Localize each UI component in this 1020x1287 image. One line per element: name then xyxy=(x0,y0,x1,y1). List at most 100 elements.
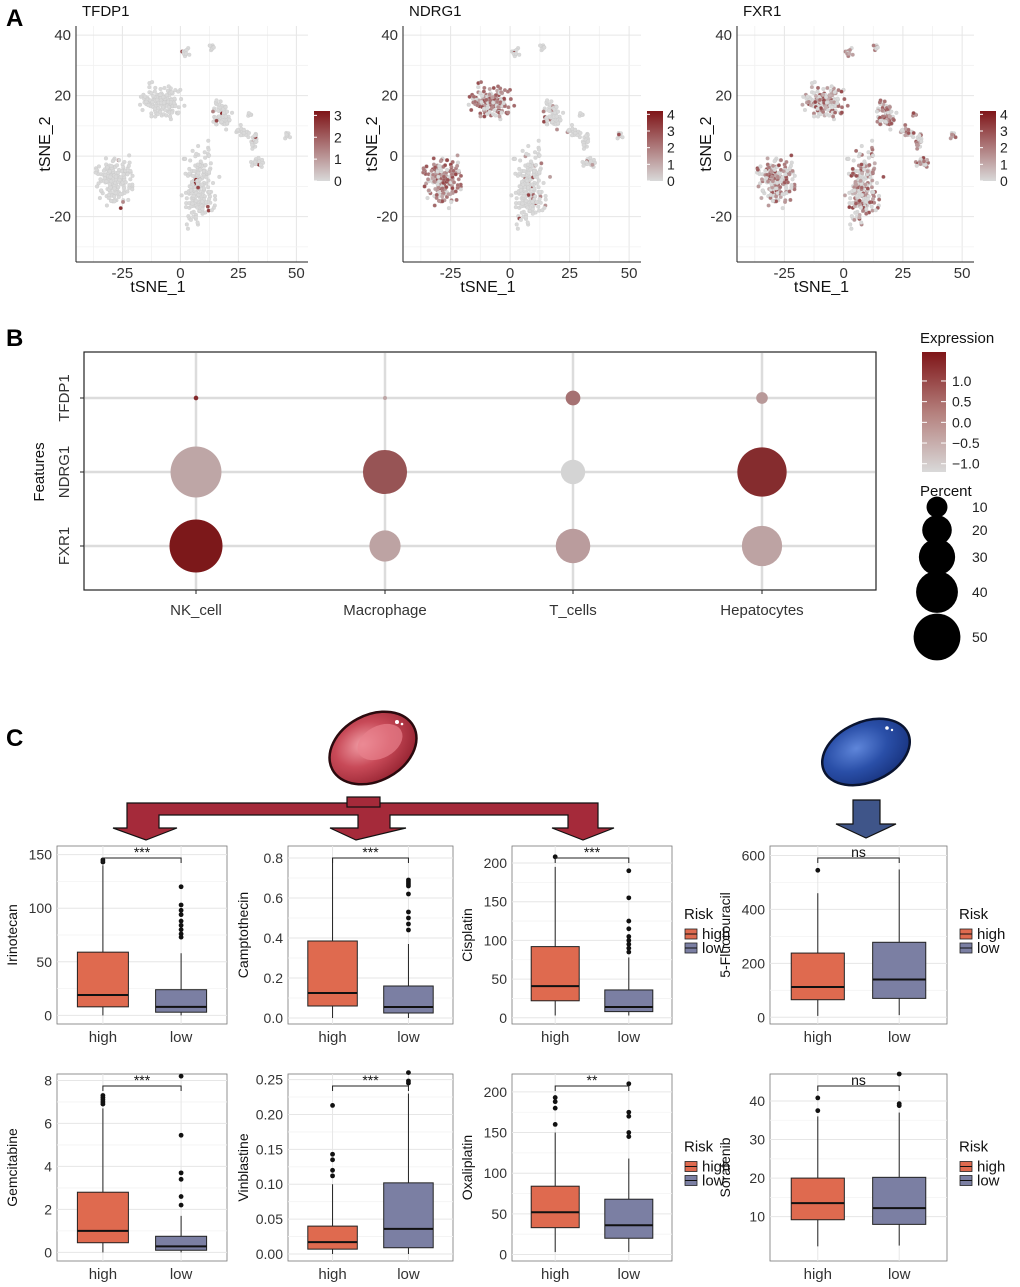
outlier-point xyxy=(626,1113,632,1119)
tsne-point xyxy=(211,45,216,50)
tsne-point xyxy=(206,185,211,190)
tsne-point xyxy=(881,174,886,179)
tsne-point xyxy=(854,173,859,178)
tsne-point xyxy=(196,171,201,176)
tsne-point xyxy=(524,198,529,203)
colorbar xyxy=(922,352,946,472)
outlier-point xyxy=(178,1170,184,1176)
tsne-point xyxy=(130,173,135,178)
tsne-point xyxy=(809,85,814,90)
tsne-point xyxy=(125,172,130,177)
size-legend-dot-10 xyxy=(926,496,948,518)
tsne-point xyxy=(444,185,449,190)
tsne-point xyxy=(870,153,875,158)
box-high xyxy=(76,1191,129,1244)
x-tick-label: low xyxy=(888,1266,911,1283)
tsne-point xyxy=(126,197,131,202)
tsne-point xyxy=(812,80,817,85)
tsne-point xyxy=(456,177,461,182)
tsne-point xyxy=(858,178,863,183)
significance-label: *** xyxy=(584,844,601,860)
tsne-point xyxy=(158,87,163,92)
tsne-point xyxy=(497,114,502,119)
y-tick-label: 100 xyxy=(484,932,508,948)
tsne-point xyxy=(451,168,456,173)
tsne-point xyxy=(473,99,478,104)
tsne-point xyxy=(520,201,525,206)
outlier-point xyxy=(406,915,411,921)
tsne-point xyxy=(205,204,210,209)
outlier-point xyxy=(552,1122,558,1127)
dot-ndrg1-nk_cell xyxy=(170,446,222,498)
box-high xyxy=(790,952,845,1001)
red-arrow-shape xyxy=(112,802,615,841)
tsne-point xyxy=(455,183,460,188)
legend-title: Percent xyxy=(920,483,973,500)
tsne-point xyxy=(526,162,531,167)
tsne-point xyxy=(789,183,794,188)
tsne-point xyxy=(155,112,160,117)
tsne-point xyxy=(456,168,461,173)
tsne-point xyxy=(505,89,510,94)
tsne-point xyxy=(116,185,121,190)
tsne-point xyxy=(883,119,888,124)
x-tick-label: high xyxy=(318,1266,346,1283)
tsne-point xyxy=(584,133,589,138)
tsne-point xyxy=(99,188,104,193)
tsne-point xyxy=(501,101,506,106)
tsne-point xyxy=(118,206,123,211)
tsne-point xyxy=(453,172,458,177)
box-low xyxy=(872,941,927,999)
tsne-point xyxy=(189,210,194,215)
tsne-point xyxy=(206,170,211,175)
dot-tfdp1-nk_cell xyxy=(193,395,199,401)
tsne-point xyxy=(759,177,764,182)
tsne-point xyxy=(191,193,196,198)
tsne-point xyxy=(484,97,489,102)
tsne-point xyxy=(545,118,550,123)
tsne-point xyxy=(109,198,114,203)
tsne-point xyxy=(194,198,199,203)
y-tick-label: -20 xyxy=(49,209,71,226)
tsne-point xyxy=(865,169,870,174)
tsne-point xyxy=(249,163,254,168)
tsne-point xyxy=(534,175,539,180)
blue-pill-shine xyxy=(890,728,894,732)
plot-title: FXR1 xyxy=(743,3,781,20)
tsne-point xyxy=(538,43,543,48)
x-tick-label: high xyxy=(541,1029,569,1046)
tsne-point xyxy=(785,180,790,185)
tsne-point xyxy=(525,178,530,183)
tsne-point xyxy=(824,100,829,105)
plot-area xyxy=(76,26,308,262)
tsne-point xyxy=(458,187,463,192)
tsne-point xyxy=(252,160,257,165)
tsne-point xyxy=(238,123,243,128)
tsne-point xyxy=(554,114,559,119)
y-tick-label: 50 xyxy=(491,971,507,987)
tsne-point xyxy=(223,114,228,119)
y-tick-label: 0.00 xyxy=(256,1246,283,1262)
colorbar-label: 3 xyxy=(667,123,675,139)
y-tick-label: 20 xyxy=(381,88,398,105)
tsne-point xyxy=(919,139,924,144)
tsne-point xyxy=(528,159,533,164)
tsne-point xyxy=(128,177,133,182)
tsne-point xyxy=(847,205,852,210)
y-tick-label: 2 xyxy=(44,1201,52,1217)
tsne-point xyxy=(158,109,163,114)
tsne-point xyxy=(443,163,448,168)
outlier-point xyxy=(178,1194,184,1199)
tsne-point xyxy=(517,171,522,176)
tsne-point xyxy=(217,174,222,179)
tsne-point xyxy=(241,131,246,136)
tsne-point xyxy=(184,196,189,201)
tsne-point xyxy=(196,193,201,198)
tsne-point xyxy=(870,147,875,152)
tsne-point xyxy=(96,164,101,169)
tsne-point xyxy=(170,110,175,115)
x-tick-label: low xyxy=(397,1266,420,1283)
tsne-point xyxy=(425,196,430,201)
